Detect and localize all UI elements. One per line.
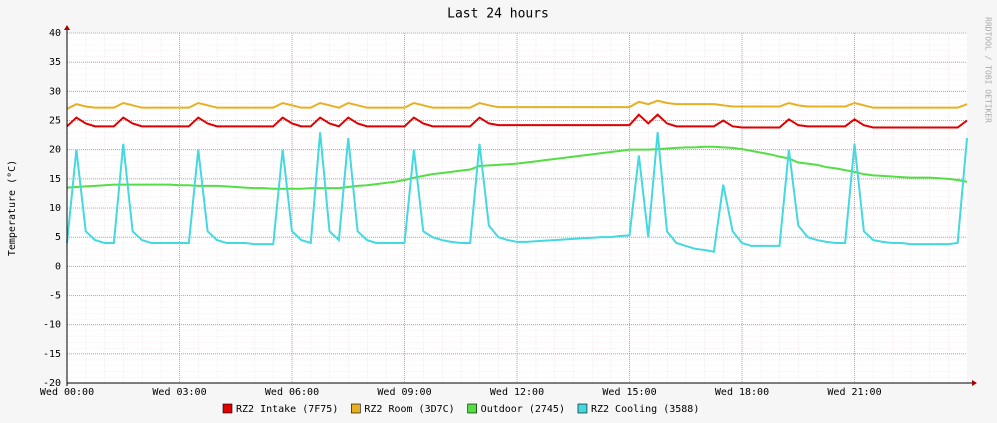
series-line <box>66 113 968 129</box>
legend-label: RZ2 Room (3D7C) <box>364 404 454 415</box>
legend-label: RZ2 Intake (7F75) <box>236 404 338 415</box>
axes <box>64 25 977 386</box>
x-tick-label: Wed 00:00 <box>40 387 94 398</box>
legend-label: RZ2 Cooling (3588) <box>591 404 699 415</box>
y-tick-label: 5 <box>55 232 61 243</box>
y-tick-label: 30 <box>49 86 61 97</box>
y-arrow <box>64 25 70 30</box>
y-tick-label: 10 <box>49 203 61 214</box>
series-line <box>66 145 968 190</box>
legend-label: Outdoor (2745) <box>481 404 565 415</box>
y-tick-label: -5 <box>49 291 61 302</box>
y-tick-label: 35 <box>49 57 61 68</box>
x-tick-label: Wed 21:00 <box>827 387 881 398</box>
legend-swatch <box>222 403 233 414</box>
x-tick-label: Wed 09:00 <box>377 387 431 398</box>
y-axis-label: Temperature (°C) <box>7 160 18 256</box>
y-tick-label: -20 <box>43 378 61 389</box>
y-tick-label: -15 <box>43 349 61 360</box>
y-tick-label: -10 <box>43 320 61 331</box>
chart-title: Last 24 hours <box>447 7 549 22</box>
x-arrow <box>972 380 977 386</box>
watermark: RRDTOOL / TOBI OETIKER <box>984 17 993 123</box>
y-tick-label: 25 <box>49 116 61 127</box>
x-tick-label: Wed 12:00 <box>490 387 544 398</box>
legend: RZ2 Intake (7F75) RZ2 Room (3D7C) Outdoor … <box>222 403 699 415</box>
y-tick-label: 0 <box>55 261 61 272</box>
legend-swatch <box>577 403 588 414</box>
y-tick-label: 40 <box>49 28 61 39</box>
legend-swatch <box>351 403 361 414</box>
x-tick-label: Wed 03:00 <box>152 387 206 398</box>
x-tick-label: Wed 15:00 <box>602 387 656 398</box>
x-tick-label: Wed 18:00 <box>715 387 769 398</box>
lines <box>66 99 968 253</box>
y-tick-label: 20 <box>49 145 61 156</box>
legend-swatch <box>467 403 477 414</box>
grid <box>66 32 967 384</box>
series-line <box>66 99 968 110</box>
series-line <box>66 132 968 253</box>
x-tick-label: Wed 06:00 <box>265 387 319 398</box>
y-tick-label: 15 <box>49 174 61 185</box>
